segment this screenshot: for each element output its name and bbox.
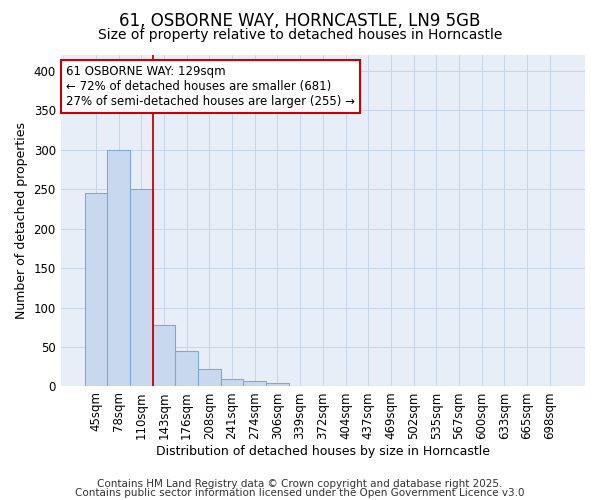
Text: 61, OSBORNE WAY, HORNCASTLE, LN9 5GB: 61, OSBORNE WAY, HORNCASTLE, LN9 5GB (119, 12, 481, 30)
Bar (198, 369, 221, 386)
Y-axis label: Number of detached properties: Number of detached properties (15, 122, 28, 319)
Text: 61 OSBORNE WAY: 129sqm
← 72% of detached houses are smaller (681)
27% of semi-de: 61 OSBORNE WAY: 129sqm ← 72% of detached… (66, 65, 355, 108)
Bar (244, 381, 266, 386)
Bar (85, 193, 107, 386)
Bar (221, 380, 244, 386)
X-axis label: Distribution of detached houses by size in Horncastle: Distribution of detached houses by size … (156, 444, 490, 458)
Text: Size of property relative to detached houses in Horncastle: Size of property relative to detached ho… (98, 28, 502, 42)
Bar (130, 189, 152, 386)
Bar (266, 384, 289, 386)
Bar (152, 325, 175, 386)
Bar (175, 351, 198, 386)
Text: Contains HM Land Registry data © Crown copyright and database right 2025.: Contains HM Land Registry data © Crown c… (97, 479, 503, 489)
Text: Contains public sector information licensed under the Open Government Licence v3: Contains public sector information licen… (75, 488, 525, 498)
Bar (107, 150, 130, 386)
